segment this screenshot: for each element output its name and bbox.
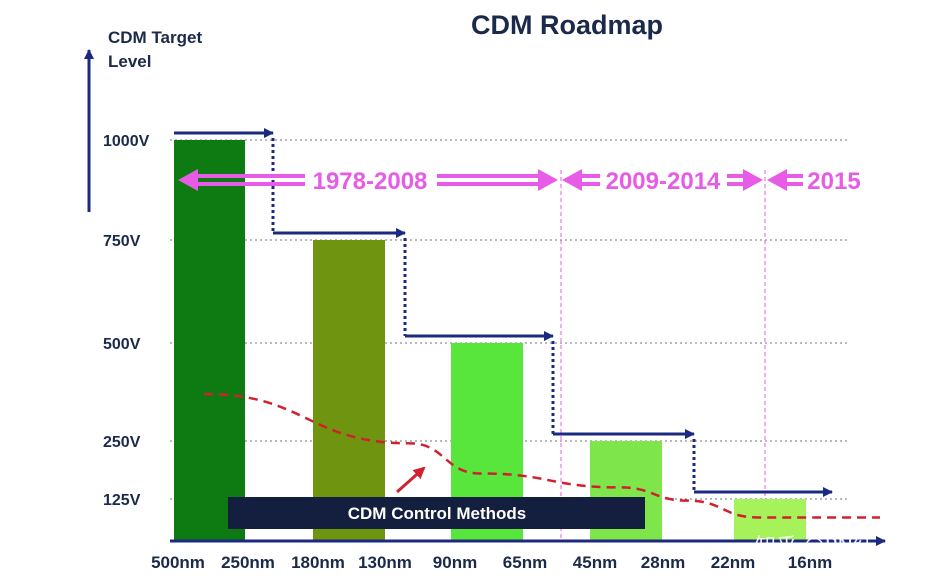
era-labels: 1978-2008 2009-2014 2015 [178, 168, 861, 195]
y-tick-label: 500V [103, 336, 141, 353]
y-tick-label: 250V [103, 434, 141, 451]
bar [734, 499, 806, 541]
x-tick-label: 130nm [358, 553, 412, 572]
era-arrow-shaft [727, 182, 752, 186]
trend-line [203, 392, 880, 519]
era-label: 2009-2014 [606, 168, 721, 195]
y-axis-title: CDM Target Level [108, 28, 207, 71]
era-arrow-shaft [786, 182, 803, 186]
era-arrow-head [562, 169, 582, 191]
era-divider-lines [560, 170, 766, 541]
annotation-arrow [396, 466, 426, 494]
era-label: 2015 [807, 168, 860, 195]
era-arrow-shaft [582, 182, 600, 186]
step-roadmap-line [174, 128, 833, 497]
era-arrow-shaft [582, 174, 600, 178]
era-arrow-head [767, 169, 787, 191]
x-tick-label: 250nm [221, 553, 275, 572]
era-arrow-shaft [198, 182, 305, 186]
x-tick-label: 28nm [641, 553, 685, 572]
watermark-text: 知乎 @PN结 [755, 534, 874, 558]
era-arrow-shaft [437, 174, 546, 178]
x-tick-label: 500nm [151, 553, 205, 572]
x-tick-label: 90nm [433, 553, 477, 572]
x-tick-label: 22nm [711, 553, 755, 572]
x-tick-label: 180nm [291, 553, 345, 572]
era-arrow-head [538, 169, 558, 191]
annotation-box [228, 497, 645, 529]
y-tick-label: 125V [103, 492, 141, 509]
era-arrow-shaft [727, 174, 752, 178]
bars [174, 140, 806, 541]
chart-title: CDM Roadmap [471, 10, 663, 40]
x-tick-labels: 500nm 250nm 180nm 130nm 90nm 65nm 45nm 28nm 22nm… [151, 553, 832, 572]
era-arrow-shaft [786, 174, 803, 178]
era-label: 1978-2008 [313, 168, 428, 195]
y-tick-labels: 1000V 750V 500V 250V 125V [103, 133, 150, 509]
x-tick-label: 65nm [503, 553, 547, 572]
bar [313, 240, 385, 541]
era-arrow-shaft [437, 182, 546, 186]
trend-curve [203, 392, 880, 519]
bar [174, 140, 245, 541]
annotation-label: CDM Control Methods [348, 504, 526, 523]
era-arrow-shaft [198, 174, 305, 178]
y-tick-label: 750V [103, 233, 141, 250]
x-tick-label: 45nm [573, 553, 617, 572]
era-arrow-head [178, 169, 198, 191]
era-arrow-head [743, 169, 763, 191]
y-tick-label: 1000V [103, 133, 150, 150]
x-tick-label: 16nm [788, 553, 832, 572]
